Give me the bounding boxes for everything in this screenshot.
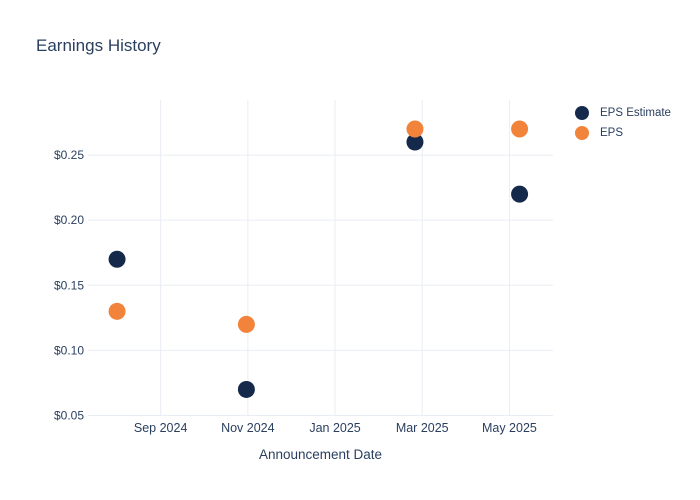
y-tick-label: $0.05	[54, 408, 84, 422]
y-tick-label: $0.20	[54, 213, 84, 227]
y-tick-label: $0.15	[54, 278, 84, 292]
data-point-eps-estimate[interactable]	[511, 185, 529, 203]
x-tick-label: Mar 2025	[396, 421, 449, 435]
chart-title: Earnings History	[36, 36, 161, 55]
y-tick-label: $0.25	[54, 148, 84, 162]
x-axis-title: Announcement Date	[258, 447, 383, 462]
legend-label-eps: EPS	[600, 127, 624, 139]
legend-marker-eps	[575, 126, 589, 140]
legend-marker-eps-estimate	[575, 106, 589, 120]
legend-label-eps-estimate: EPS Estimate	[600, 107, 671, 119]
data-point-eps[interactable]	[406, 120, 424, 138]
x-tick-label: May 2025	[482, 421, 537, 435]
data-point-eps[interactable]	[237, 315, 255, 333]
x-tick-label: Nov 2024	[221, 421, 275, 435]
legend-item-eps-estimate[interactable]: EPS Estimate	[575, 103, 671, 123]
x-tick-label: Sep 2024	[134, 421, 188, 435]
data-point-eps[interactable]	[511, 120, 529, 138]
legend-item-eps[interactable]: EPS	[575, 123, 671, 143]
legend: EPS Estimate EPS	[575, 103, 671, 143]
data-point-eps-estimate[interactable]	[406, 133, 424, 151]
y-tick-label: $0.10	[54, 343, 84, 357]
x-tick-label: Jan 2025	[309, 421, 360, 435]
data-point-eps[interactable]	[108, 302, 126, 320]
data-point-eps-estimate[interactable]	[237, 380, 255, 398]
data-point-eps-estimate[interactable]	[108, 250, 126, 268]
